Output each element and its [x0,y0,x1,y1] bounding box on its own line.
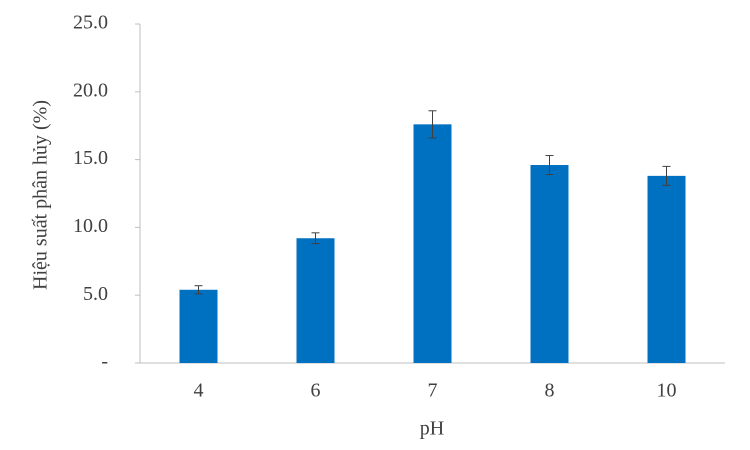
x-tick-label: 10 [657,380,677,402]
error-bar [545,155,554,176]
bar [179,289,218,363]
error-bar [428,110,437,139]
error-bar [194,285,203,295]
x-tick-label: 4 [194,380,204,402]
bar [296,238,335,363]
y-tick-label: - [101,351,108,373]
x-tick-label: 7 [428,380,438,402]
bar [530,165,569,363]
y-tick-label: 25.0 [73,12,108,34]
x-tick-label: 8 [545,380,555,402]
y-tick-label: 10.0 [73,215,108,237]
y-tick-label: 20.0 [73,79,108,101]
bar [647,175,686,363]
y-tick-label: 5.0 [83,283,108,305]
x-axis-title: pH [420,418,444,440]
bar [413,124,452,364]
error-bar [662,165,671,186]
error-bar [311,232,320,245]
y-tick-label: 15.0 [73,147,108,169]
x-tick-label: 6 [311,380,321,402]
y-axis-title: Hiệu suất phân hủy (%) [30,100,52,290]
